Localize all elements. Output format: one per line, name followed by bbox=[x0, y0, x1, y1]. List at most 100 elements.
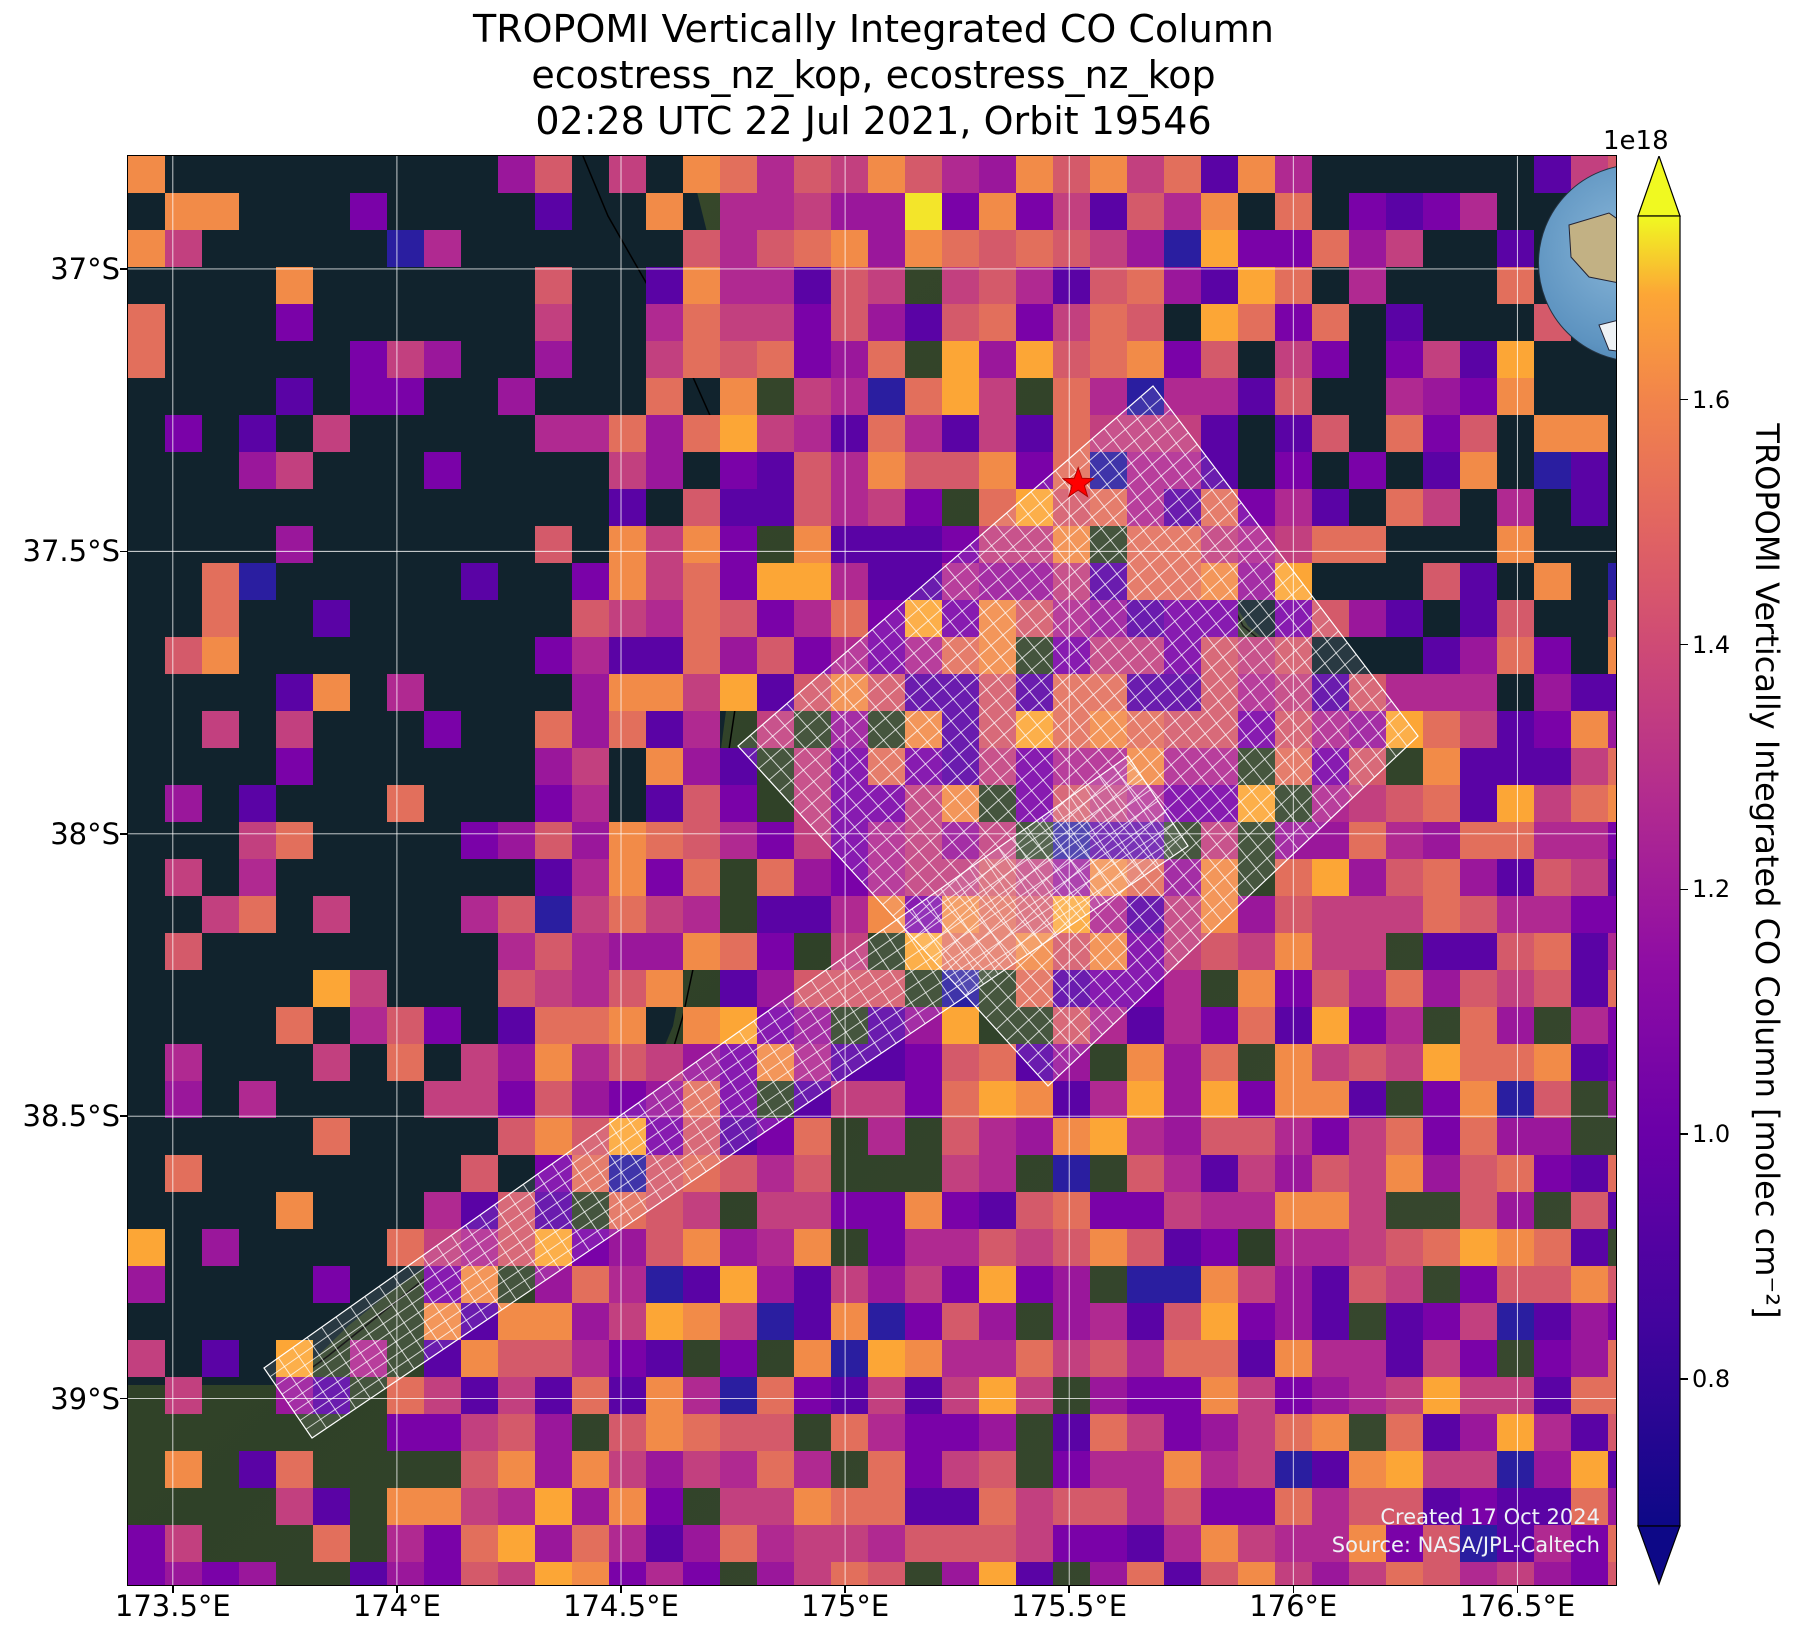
co-pixel bbox=[757, 1488, 794, 1525]
co-pixel bbox=[1534, 1155, 1571, 1192]
co-pixel bbox=[1534, 933, 1571, 970]
co-pixel bbox=[905, 1007, 942, 1044]
co-pixel bbox=[942, 230, 979, 267]
co-pixel bbox=[720, 1229, 757, 1266]
co-pixel bbox=[646, 896, 683, 933]
co-pixel bbox=[1238, 563, 1275, 600]
co-pixel bbox=[609, 896, 646, 933]
co-pixel bbox=[905, 193, 942, 230]
co-pixel bbox=[387, 1414, 424, 1451]
co-pixel bbox=[1016, 1118, 1053, 1155]
co-pixel bbox=[979, 1414, 1016, 1451]
co-pixel bbox=[572, 896, 609, 933]
co-pixel bbox=[1201, 1007, 1238, 1044]
co-pixel bbox=[1312, 1155, 1349, 1192]
co-pixel bbox=[831, 1414, 868, 1451]
co-pixel bbox=[1386, 489, 1423, 526]
co-pixel bbox=[609, 452, 646, 489]
co-pixel bbox=[1608, 1525, 1616, 1562]
co-pixel bbox=[1016, 711, 1053, 748]
co-pixel bbox=[1127, 304, 1164, 341]
co-pixel bbox=[905, 822, 942, 859]
co-pixel bbox=[572, 785, 609, 822]
co-pixel bbox=[461, 1562, 498, 1585]
co-pixel bbox=[1497, 341, 1534, 378]
co-pixel bbox=[1423, 896, 1460, 933]
co-pixel bbox=[239, 452, 276, 489]
co-pixel bbox=[979, 1562, 1016, 1585]
co-pixel bbox=[313, 1525, 350, 1562]
co-pixel bbox=[1016, 970, 1053, 1007]
co-pixel bbox=[757, 933, 794, 970]
co-pixel bbox=[1423, 859, 1460, 896]
co-pixel bbox=[1238, 230, 1275, 267]
co-pixel bbox=[1201, 378, 1238, 415]
co-pixel bbox=[683, 1044, 720, 1081]
y-tick-label: 37°S bbox=[50, 251, 120, 286]
co-pixel bbox=[720, 304, 757, 341]
footprint-swath-line bbox=[287, 800, 1159, 1404]
co-pixel bbox=[1312, 230, 1349, 267]
co-pixel bbox=[1386, 1229, 1423, 1266]
co-pixel bbox=[387, 1525, 424, 1562]
co-pixel bbox=[128, 1562, 165, 1585]
co-pixel bbox=[535, 1451, 572, 1488]
co-pixel bbox=[794, 896, 831, 933]
co-pixel bbox=[498, 1007, 535, 1044]
co-pixel bbox=[1571, 970, 1608, 1007]
co-pixel bbox=[609, 156, 646, 193]
co-pixel bbox=[1571, 452, 1608, 489]
y-tick-mark bbox=[120, 1115, 128, 1117]
co-pixel bbox=[1571, 415, 1608, 452]
co-pixel bbox=[1349, 1044, 1386, 1081]
co-pixel bbox=[1423, 1488, 1460, 1525]
co-pixel bbox=[1201, 1377, 1238, 1414]
co-pixel bbox=[683, 600, 720, 637]
co-pixel bbox=[1571, 1155, 1608, 1192]
co-pixel bbox=[1201, 1229, 1238, 1266]
footprint-swath-line bbox=[269, 766, 1136, 1378]
co-pixel bbox=[1423, 1377, 1460, 1414]
co-pixel bbox=[1608, 711, 1616, 748]
co-pixel bbox=[979, 1377, 1016, 1414]
co-pixel bbox=[1164, 1155, 1201, 1192]
co-pixel bbox=[535, 1007, 572, 1044]
co-pixel bbox=[1534, 1488, 1571, 1525]
co-pixel bbox=[979, 378, 1016, 415]
co-pixel bbox=[239, 1081, 276, 1118]
co-pixel bbox=[572, 415, 609, 452]
co-pixel bbox=[498, 933, 535, 970]
co-pixel bbox=[1571, 1266, 1608, 1303]
co-pixel bbox=[1238, 156, 1275, 193]
co-pixel bbox=[1090, 1081, 1127, 1118]
x-tick-label: 176°E bbox=[1249, 1589, 1338, 1623]
co-pixel bbox=[1238, 1488, 1275, 1525]
co-pixel bbox=[1460, 859, 1497, 896]
co-pixel bbox=[1164, 933, 1201, 970]
co-pixel bbox=[1460, 600, 1497, 637]
co-pixel bbox=[720, 637, 757, 674]
co-pixel bbox=[1201, 526, 1238, 563]
x-tick-mark bbox=[620, 1585, 622, 1593]
co-pixel bbox=[868, 415, 905, 452]
co-pixel bbox=[1312, 933, 1349, 970]
footprint-scene-line bbox=[861, 525, 1260, 883]
co-pixel bbox=[905, 1414, 942, 1451]
footprint-scene-line bbox=[830, 490, 1233, 849]
co-pixel bbox=[572, 637, 609, 674]
co-pixel bbox=[1386, 1562, 1423, 1585]
co-pixel bbox=[720, 970, 757, 1007]
co-pixel bbox=[831, 896, 868, 933]
co-pixel bbox=[1534, 1562, 1571, 1585]
co-pixel bbox=[1534, 1525, 1571, 1562]
co-pixel bbox=[1238, 304, 1275, 341]
co-pixel bbox=[683, 341, 720, 378]
co-pixel bbox=[1608, 1192, 1616, 1229]
co-pixel bbox=[1386, 1044, 1423, 1081]
co-pixel bbox=[905, 230, 942, 267]
co-pixel bbox=[1534, 1229, 1571, 1266]
co-pixel bbox=[646, 1488, 683, 1525]
co-pixel bbox=[572, 1044, 609, 1081]
co-pixel bbox=[942, 1340, 979, 1377]
x-tick-label: 175°E bbox=[801, 1589, 890, 1623]
